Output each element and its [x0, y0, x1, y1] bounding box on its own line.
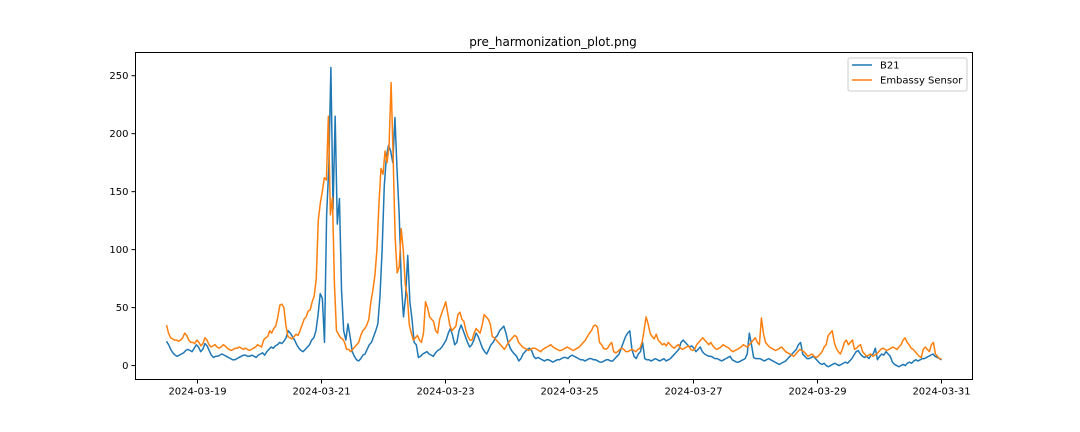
y-tick-label: 250 [109, 71, 128, 82]
x-axis: 2024-03-19 2024-03-21 2024-03-23 2024-03-25… [168, 379, 971, 398]
y-tick-label: 100 [109, 245, 128, 256]
y-tick-label: 200 [109, 129, 128, 140]
series-line-embassy-sensor [165, 81, 942, 360]
x-tick-label: 2024-03-25 [540, 387, 598, 398]
x-tick-label: 2024-03-21 [292, 387, 350, 398]
series-line-b21 [165, 66, 942, 368]
x-tick-label: 2024-03-27 [664, 387, 722, 398]
x-tick-label: 2024-03-23 [416, 387, 474, 398]
legend-label: B21 [880, 61, 900, 72]
chart-title: pre_harmonization_plot.png [469, 35, 637, 49]
series-layer [165, 66, 942, 368]
x-tick-label: 2024-03-29 [788, 387, 846, 398]
y-axis: 0 50 100 150 200 250 [109, 71, 136, 372]
y-tick-label: 150 [109, 187, 128, 198]
y-tick-label: 50 [116, 303, 129, 314]
legend-label: Embassy Sensor [880, 76, 963, 87]
legend-box [847, 57, 968, 92]
x-tick-label: 2024-03-19 [168, 387, 226, 398]
plot-area [135, 52, 973, 380]
legend: B21 Embassy Sensor [847, 57, 968, 92]
y-tick-label: 0 [122, 361, 128, 372]
x-tick-label: 2024-03-31 [912, 387, 970, 398]
